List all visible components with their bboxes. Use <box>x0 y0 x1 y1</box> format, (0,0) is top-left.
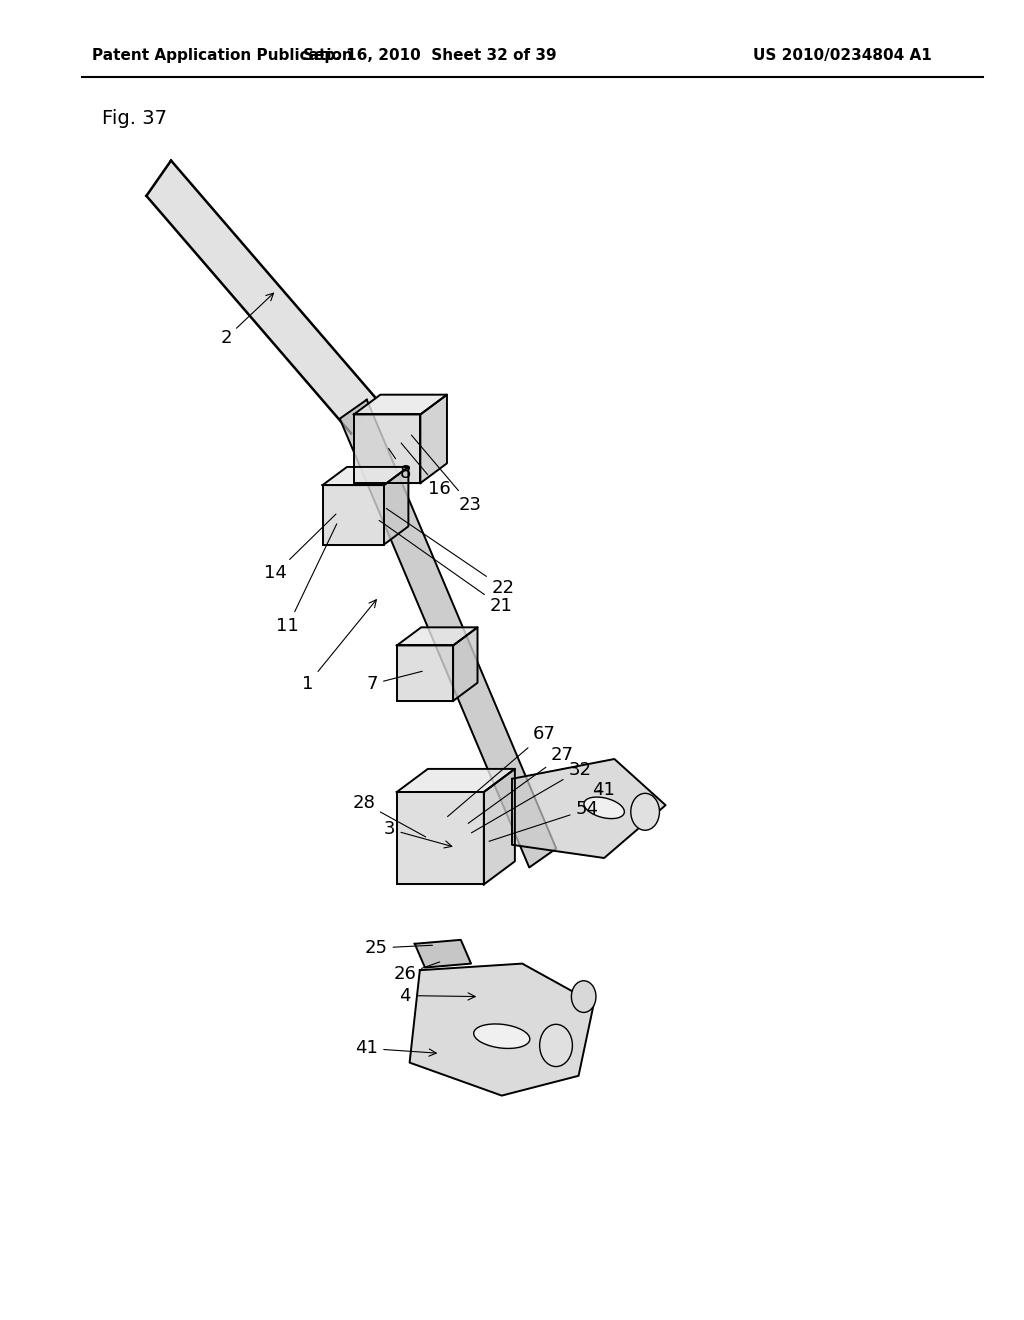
Polygon shape <box>415 940 471 968</box>
Polygon shape <box>384 467 409 544</box>
Text: 14: 14 <box>264 513 336 582</box>
Polygon shape <box>354 414 420 483</box>
Text: 8: 8 <box>389 449 411 482</box>
Text: 16: 16 <box>401 444 451 498</box>
Text: 26: 26 <box>393 962 439 983</box>
Circle shape <box>571 981 596 1012</box>
Text: 28: 28 <box>352 793 426 837</box>
Polygon shape <box>420 395 446 483</box>
Text: 21: 21 <box>379 520 512 615</box>
Ellipse shape <box>474 1024 529 1048</box>
Polygon shape <box>397 792 483 884</box>
Text: 54: 54 <box>489 800 598 841</box>
Polygon shape <box>340 400 556 867</box>
Text: 7: 7 <box>367 672 422 693</box>
Polygon shape <box>410 964 594 1096</box>
Polygon shape <box>396 627 477 645</box>
Text: 41: 41 <box>592 780 614 799</box>
Polygon shape <box>323 467 409 486</box>
Polygon shape <box>512 759 666 858</box>
Polygon shape <box>453 627 477 701</box>
Polygon shape <box>323 486 384 544</box>
Text: 23: 23 <box>412 436 481 513</box>
Text: 2: 2 <box>220 293 273 347</box>
Ellipse shape <box>584 797 625 818</box>
Circle shape <box>631 793 659 830</box>
Text: 4: 4 <box>399 986 475 1005</box>
Circle shape <box>540 1024 572 1067</box>
Text: 32: 32 <box>471 760 591 833</box>
Text: 3: 3 <box>384 820 452 847</box>
Polygon shape <box>397 768 515 792</box>
Text: 25: 25 <box>365 939 432 957</box>
Polygon shape <box>396 645 453 701</box>
Text: Sep. 16, 2010  Sheet 32 of 39: Sep. 16, 2010 Sheet 32 of 39 <box>303 48 557 63</box>
Text: 27: 27 <box>468 746 573 824</box>
Text: 22: 22 <box>386 508 514 597</box>
Text: Patent Application Publication: Patent Application Publication <box>92 48 353 63</box>
Text: US 2010/0234804 A1: US 2010/0234804 A1 <box>753 48 932 63</box>
Text: 1: 1 <box>302 599 377 693</box>
Polygon shape <box>354 395 446 414</box>
Text: 67: 67 <box>447 725 555 817</box>
Polygon shape <box>146 161 376 433</box>
Text: 11: 11 <box>276 524 337 635</box>
Text: Fig. 37: Fig. 37 <box>102 110 167 128</box>
Text: 41: 41 <box>355 1039 436 1057</box>
Polygon shape <box>483 768 515 884</box>
